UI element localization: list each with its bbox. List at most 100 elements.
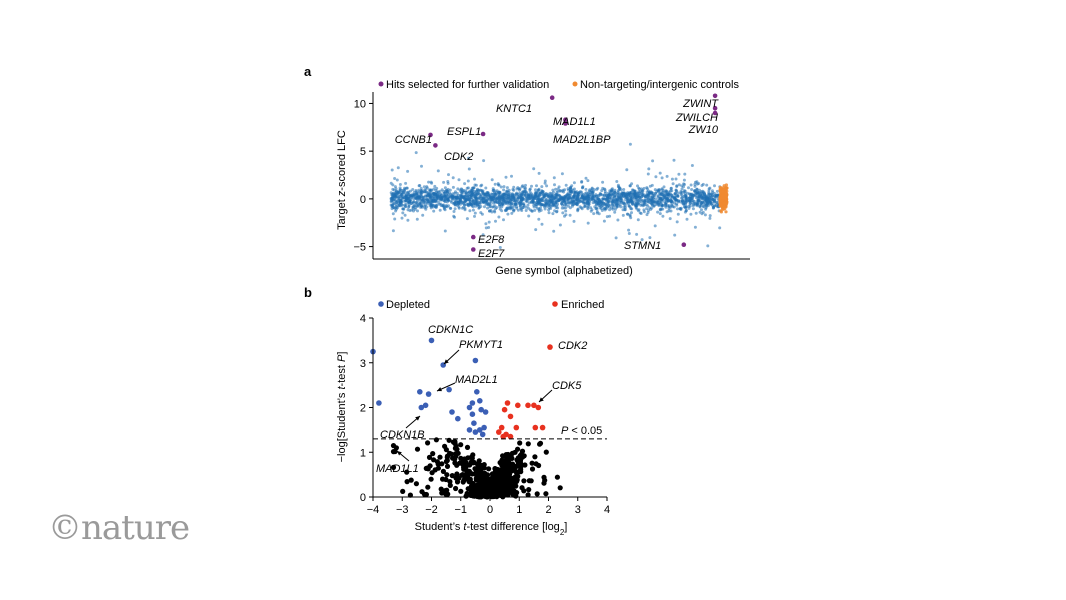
- gene-point: [502, 218, 505, 222]
- gene-point: [523, 188, 527, 192]
- gene-point: [484, 186, 488, 190]
- ns-point: [541, 480, 547, 486]
- panel-a-y-tick-label: −5: [353, 242, 366, 254]
- hit-label: STMN1: [624, 240, 661, 252]
- hit-label: ZWINT: [682, 98, 719, 110]
- gene-point: [568, 213, 572, 217]
- gene-point: [597, 212, 601, 216]
- depleted-point: [446, 386, 452, 393]
- gene-point: [581, 195, 585, 199]
- gene-point: [563, 188, 567, 192]
- gene-point: [692, 199, 696, 203]
- ns-point: [517, 440, 523, 446]
- gene-point: [460, 206, 464, 210]
- ns-point: [467, 491, 473, 497]
- gene-point: [591, 195, 595, 199]
- gene-point: [531, 199, 535, 203]
- gene-point: [391, 229, 395, 233]
- gene-point: [558, 223, 562, 227]
- gene-point: [390, 203, 394, 207]
- control-point: [724, 187, 728, 191]
- ns-point: [458, 455, 464, 461]
- gene-point: [540, 196, 544, 200]
- panel-a-y-tick-label: 5: [360, 146, 366, 158]
- hit-point: [712, 105, 718, 111]
- gene-point: [534, 203, 538, 207]
- enriched-point: [504, 400, 511, 406]
- depleted-point: [472, 429, 479, 435]
- gene-point: [542, 194, 546, 198]
- gene-point: [648, 184, 652, 188]
- ns-point: [444, 472, 450, 478]
- gene-point: [476, 192, 480, 196]
- control-point: [719, 204, 723, 208]
- gene-point: [492, 188, 495, 192]
- ns-point: [455, 450, 461, 456]
- ns-point: [442, 443, 448, 449]
- gene-point: [518, 191, 522, 195]
- gene-point: [669, 209, 673, 213]
- gene-point: [668, 189, 672, 193]
- gene-point: [453, 203, 457, 207]
- ns-point: [532, 454, 538, 460]
- gene-point: [521, 197, 525, 200]
- gene-point: [660, 176, 664, 180]
- depleted-point: [481, 424, 487, 431]
- depleted-point: [482, 409, 489, 415]
- panel-b-y-tick-label: 2: [360, 403, 366, 415]
- enriched-point: [496, 429, 502, 435]
- ns-point: [464, 468, 470, 474]
- gene-point: [680, 196, 683, 200]
- gene-point: [637, 193, 641, 197]
- gene-point: [507, 190, 511, 194]
- gene-point: [601, 180, 605, 184]
- gene-point: [568, 206, 572, 210]
- gene-point: [473, 183, 477, 187]
- ns-point: [454, 479, 461, 485]
- gene-point: [429, 206, 433, 210]
- control-point: [719, 210, 724, 214]
- gene-point: [484, 192, 488, 196]
- gene-point: [586, 205, 590, 209]
- gene-point: [402, 199, 406, 203]
- gene-point: [626, 193, 630, 197]
- ns-point: [452, 439, 458, 445]
- enriched-point: [547, 344, 553, 350]
- ns-point: [414, 446, 421, 452]
- gene-point: [705, 183, 709, 187]
- gene-point: [603, 202, 607, 206]
- ns-point: [492, 489, 498, 495]
- gene-point: [524, 193, 528, 197]
- ns-point: [470, 452, 476, 458]
- gene-point: [487, 220, 491, 224]
- gene-point: [432, 200, 436, 204]
- ns-point: [453, 443, 459, 449]
- gene-point: [552, 229, 556, 233]
- gene-point: [547, 206, 551, 210]
- gene-point: [515, 191, 519, 195]
- gene-point: [502, 185, 506, 189]
- gene-point: [565, 195, 569, 199]
- gene-point: [469, 191, 473, 195]
- gene-point: [516, 197, 520, 201]
- ns-point: [492, 466, 498, 472]
- gene-point: [633, 196, 637, 200]
- gene-point: [627, 232, 631, 235]
- gene-point: [471, 188, 475, 192]
- ns-point: [514, 463, 520, 469]
- ns-point: [435, 465, 441, 471]
- gene-point: [636, 184, 639, 188]
- ns-point: [554, 474, 561, 480]
- hit-point: [433, 143, 438, 148]
- hit-label: E2F7: [478, 248, 505, 260]
- gene-point: [673, 233, 677, 237]
- gene-point: [668, 217, 672, 221]
- gene-point: [445, 190, 449, 194]
- depleted-point: [466, 404, 473, 411]
- gene-point: [392, 188, 396, 192]
- gene-point: [670, 177, 674, 181]
- gene-point: [586, 221, 590, 225]
- gene-point: [691, 196, 694, 200]
- gene-point: [567, 194, 571, 198]
- ns-point: [440, 488, 446, 494]
